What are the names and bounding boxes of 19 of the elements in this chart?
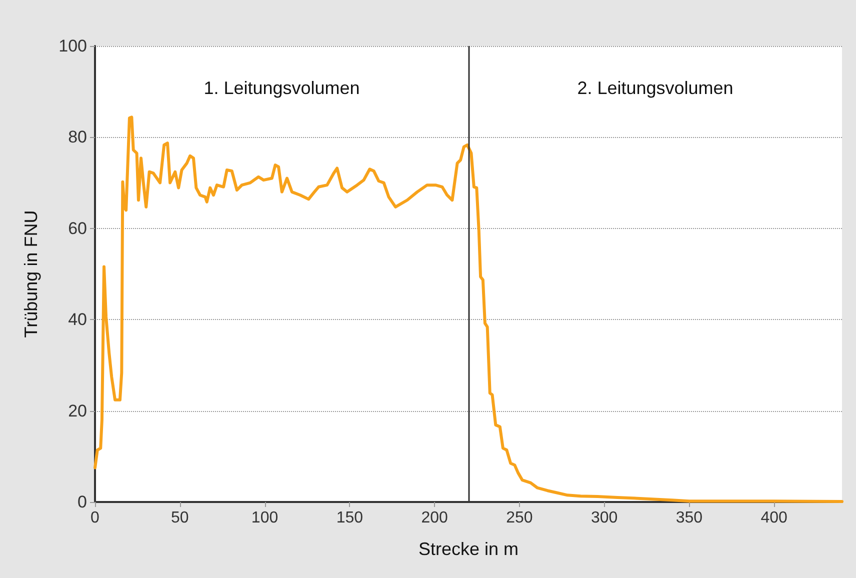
y-tick-label: 80	[68, 128, 87, 147]
y-tick-label: 0	[78, 492, 87, 512]
x-tick-label: 150	[336, 510, 364, 526]
x-axis-title: Strecke in m	[418, 539, 519, 559]
annotation: 1. Leitungsvolumen	[204, 78, 360, 98]
x-tick-label: 0	[90, 510, 100, 526]
y-tick-label: 60	[68, 218, 87, 238]
y-tick-label: 100	[58, 36, 87, 56]
x-tick-label: 200	[421, 510, 448, 526]
x-tick-label: 400	[760, 510, 788, 526]
x-tick-label: 300	[590, 510, 618, 526]
x-tick-label: 350	[676, 510, 703, 526]
annotation: 2. Leitungsvolumen	[577, 78, 734, 98]
x-tick-label: 250	[506, 510, 533, 526]
y-tick-label: 20	[68, 401, 87, 420]
y-tick-label: 40	[68, 310, 87, 330]
x-tick-label: 100	[251, 510, 278, 526]
y-axis-title: Trübung in FNU	[21, 210, 41, 338]
x-tick-label: 50	[170, 510, 189, 526]
